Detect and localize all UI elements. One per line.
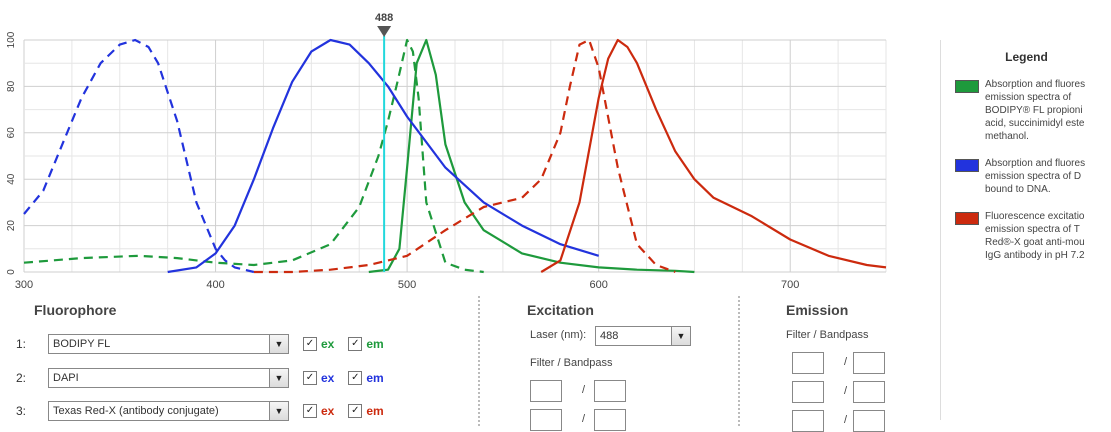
- legend-title: Legend: [1005, 50, 1048, 64]
- fluorophore-name: DAPI: [53, 372, 79, 384]
- row-number: 3:: [16, 404, 27, 418]
- y-tick-label: 100: [6, 31, 17, 48]
- y-tick-label: 40: [6, 173, 17, 185]
- ex-label: ex: [321, 371, 335, 385]
- fluorophore-title: Fluorophore: [34, 302, 117, 318]
- series-line: [23, 38, 255, 274]
- slash-separator: /: [844, 356, 848, 368]
- ex-checkbox-1[interactable]: ✓: [303, 337, 317, 351]
- chevron-down-icon[interactable]: ▼: [671, 327, 690, 345]
- series-line: [540, 38, 887, 273]
- x-axis-ticks: 300 400 500 600 700: [15, 279, 800, 291]
- laser-marker[interactable]: 488: [375, 12, 393, 272]
- emission-bandpass-input[interactable]: [853, 352, 885, 374]
- em-label: em: [366, 337, 384, 351]
- ex-checkbox-3[interactable]: ✓: [303, 404, 317, 418]
- chart-grid: [23, 39, 887, 273]
- series-line: [368, 38, 695, 274]
- legend-item-bodipy: Absorption and fluores emission spectra …: [955, 78, 1111, 143]
- series-line: [23, 38, 484, 274]
- x-tick-label: 600: [589, 279, 607, 291]
- emission-filter-input[interactable]: [792, 410, 824, 432]
- legend-item-dapi: Absorption and fluores emission spectra …: [955, 157, 1111, 196]
- chevron-down-icon[interactable]: ▼: [269, 369, 288, 387]
- chevron-down-icon[interactable]: ▼: [269, 335, 288, 353]
- fluorophore-name: Texas Red-X (antibody conjugate): [53, 405, 219, 417]
- spectra-chart: 300 400 500 600 700 0 20 40 60 80 100 488: [6, 12, 887, 291]
- slash-separator: /: [844, 414, 848, 426]
- em-checkbox-2[interactable]: ✓: [348, 371, 363, 385]
- laser-select[interactable]: 488 ▼: [595, 326, 691, 346]
- emission-filter-input[interactable]: [792, 381, 824, 403]
- emission-filter-input[interactable]: [792, 352, 824, 374]
- series-line: [167, 38, 600, 274]
- fluorophore-row-2: 2: DAPI ▼ ✓ ex ✓ em: [16, 367, 384, 389]
- em-checkbox-1[interactable]: ✓: [348, 337, 363, 351]
- slash-separator: /: [844, 385, 848, 397]
- emission-bandpass-input[interactable]: [853, 410, 885, 432]
- x-tick-label: 300: [15, 279, 33, 291]
- em-label: em: [366, 404, 384, 418]
- panel-divider: [738, 296, 740, 426]
- emission-bandpass-input[interactable]: [853, 381, 885, 403]
- em-checkbox-3[interactable]: ✓: [348, 404, 363, 418]
- slash-separator: /: [582, 413, 586, 425]
- fluorophore-select-3[interactable]: Texas Red-X (antibody conjugate) ▼: [48, 401, 289, 421]
- series-line: [253, 38, 676, 274]
- emission-title: Emission: [786, 302, 849, 318]
- x-tick-label: 400: [206, 279, 224, 291]
- legend-text: Absorption and fluores emission spectra …: [985, 158, 1086, 195]
- legend-text: Absorption and fluores emission spectra …: [985, 79, 1086, 142]
- x-tick-label: 500: [398, 279, 416, 291]
- x-tick-label: 700: [781, 279, 799, 291]
- excitation-filter-label: Filter / Bandpass: [530, 357, 613, 369]
- row-number: 1:: [16, 337, 27, 351]
- chevron-down-icon[interactable]: ▼: [269, 402, 288, 420]
- ex-checkbox-2[interactable]: ✓: [303, 371, 317, 385]
- laser-handle-icon: [377, 26, 392, 37]
- laser-value: 488: [600, 330, 619, 342]
- legend-item-texas-red: Fluorescence excitatio emission spectra …: [955, 210, 1111, 262]
- em-label: em: [366, 371, 384, 385]
- y-axis-ticks: 0 20 40 60 80 100: [6, 31, 17, 275]
- ex-label: ex: [321, 337, 335, 351]
- y-tick-label: 20: [6, 220, 17, 232]
- chart-series: [23, 38, 887, 274]
- fluorophore-row-3: 3: Texas Red-X (antibody conjugate) ▼ ✓ …: [16, 400, 384, 422]
- laser-marker-label: 488: [375, 12, 393, 24]
- y-tick-label: 60: [6, 127, 17, 139]
- legend-swatch-red: [955, 212, 979, 225]
- emission-filter-label: Filter / Bandpass: [786, 329, 869, 341]
- excitation-filter-input[interactable]: [530, 380, 562, 402]
- legend-swatch-green: [955, 80, 979, 93]
- fluorophore-select-1[interactable]: BODIPY FL ▼: [48, 334, 289, 354]
- legend-text: Fluorescence excitatio emission spectra …: [985, 211, 1085, 261]
- laser-label: Laser (nm):: [530, 329, 587, 341]
- fluorophore-select-2[interactable]: DAPI ▼: [48, 368, 289, 388]
- panel-divider: [478, 296, 480, 426]
- legend-swatch-blue: [955, 159, 979, 172]
- y-tick-label: 0: [6, 269, 17, 275]
- y-tick-label: 80: [6, 80, 17, 92]
- fluorophore-row-1: 1: BODIPY FL ▼ ✓ ex ✓ em: [16, 333, 384, 355]
- slash-separator: /: [582, 384, 586, 396]
- ex-label: ex: [321, 404, 335, 418]
- legend-panel: Legend Absorption and fluores emission s…: [940, 40, 1111, 420]
- fluorophore-name: BODIPY FL: [53, 338, 111, 350]
- excitation-bandpass-input[interactable]: [594, 380, 626, 402]
- excitation-title: Excitation: [527, 302, 594, 318]
- row-number: 2:: [16, 371, 27, 385]
